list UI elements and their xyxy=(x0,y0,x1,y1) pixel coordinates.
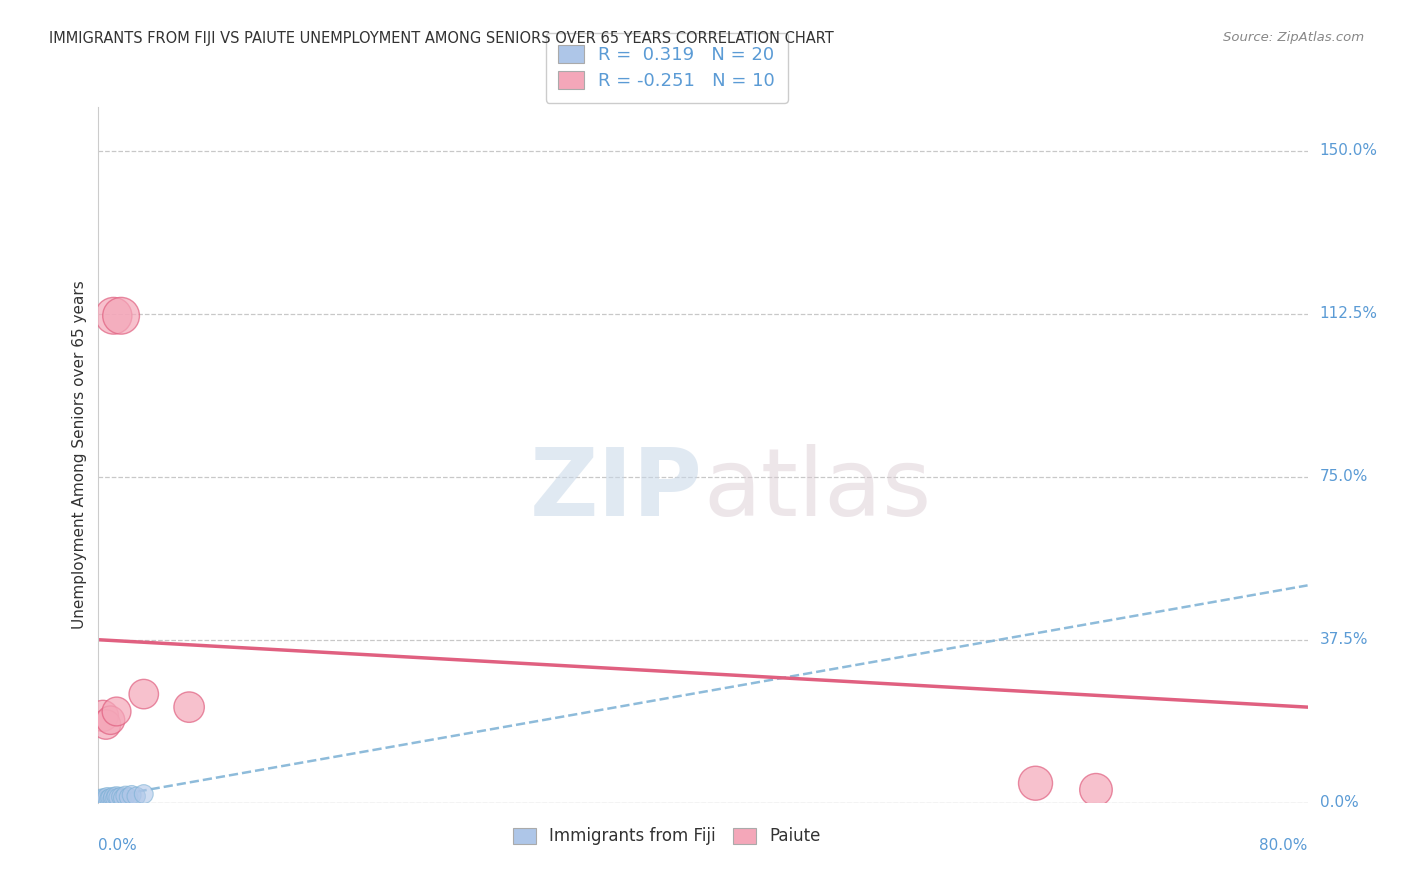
Text: ZIP: ZIP xyxy=(530,443,703,536)
Text: IMMIGRANTS FROM FIJI VS PAIUTE UNEMPLOYMENT AMONG SENIORS OVER 65 YEARS CORRELAT: IMMIGRANTS FROM FIJI VS PAIUTE UNEMPLOYM… xyxy=(49,31,834,46)
Point xyxy=(125,789,148,804)
Text: 0.0%: 0.0% xyxy=(1320,796,1358,810)
Point xyxy=(91,793,114,807)
Text: 0.0%: 0.0% xyxy=(98,838,138,853)
Point xyxy=(100,791,122,805)
Point xyxy=(96,790,118,805)
Text: 37.5%: 37.5% xyxy=(1320,632,1368,648)
Point xyxy=(94,717,117,731)
Point xyxy=(91,708,114,723)
Point xyxy=(110,789,132,804)
Point xyxy=(107,790,129,805)
Text: 150.0%: 150.0% xyxy=(1320,143,1378,158)
Point xyxy=(111,791,134,805)
Point xyxy=(110,309,132,323)
Point xyxy=(179,700,201,714)
Point xyxy=(132,687,155,701)
Text: 75.0%: 75.0% xyxy=(1320,469,1368,484)
Point xyxy=(103,790,125,805)
Point xyxy=(98,792,121,806)
Point xyxy=(1024,776,1046,790)
Point xyxy=(90,792,112,806)
Point xyxy=(103,309,125,323)
Point xyxy=(118,790,141,805)
Point xyxy=(132,787,155,801)
Point xyxy=(105,705,128,719)
Text: 80.0%: 80.0% xyxy=(1260,838,1308,853)
Y-axis label: Unemployment Among Seniors over 65 years: Unemployment Among Seniors over 65 years xyxy=(72,281,87,629)
Text: 112.5%: 112.5% xyxy=(1320,306,1378,321)
Point xyxy=(93,791,115,805)
Point xyxy=(101,792,124,806)
Text: Source: ZipAtlas.com: Source: ZipAtlas.com xyxy=(1223,31,1364,45)
Point xyxy=(100,713,122,727)
Legend: Immigrants from Fiji, Paiute: Immigrants from Fiji, Paiute xyxy=(501,816,832,857)
Point xyxy=(104,791,127,805)
Point xyxy=(1085,782,1108,797)
Point xyxy=(89,794,111,808)
Point xyxy=(94,793,117,807)
Text: atlas: atlas xyxy=(703,443,931,536)
Point xyxy=(105,789,128,804)
Point xyxy=(121,788,143,802)
Point xyxy=(114,789,136,803)
